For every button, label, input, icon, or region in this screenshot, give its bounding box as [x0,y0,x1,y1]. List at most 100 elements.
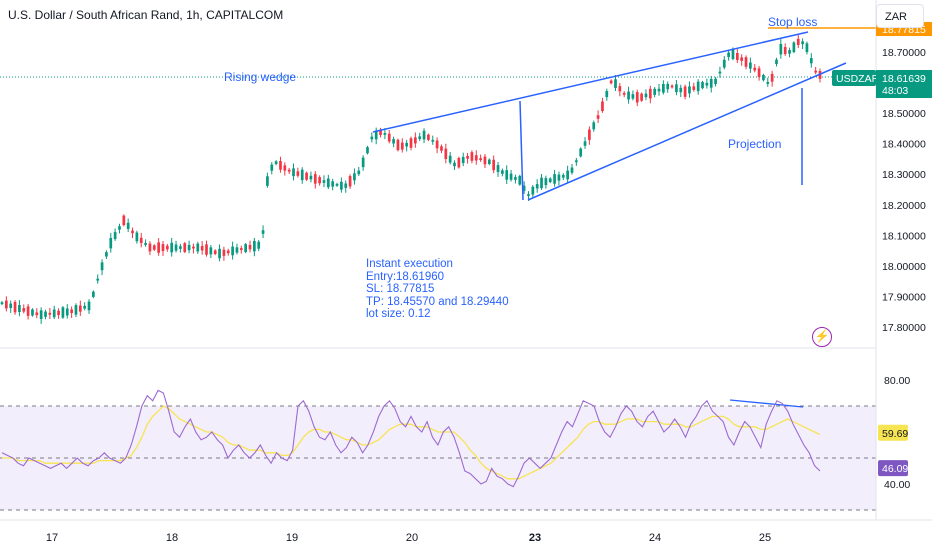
price-tick-label: 18.20000 [882,200,926,212]
candle-body [39,310,43,319]
candle-body [588,129,591,140]
candle-body [400,142,404,150]
symbol-tag-bg[interactable] [832,70,876,86]
candle-body [483,156,487,165]
candle-body [18,305,21,312]
candle-body [766,81,770,84]
candle-body [583,141,587,146]
candle-body [614,79,617,88]
candle-body [775,59,778,65]
wedge-lower-line[interactable] [527,62,847,201]
candle-body [405,142,408,147]
candle-body [579,148,583,157]
candle-body [313,174,317,184]
candle-body [13,301,17,313]
candle-body [762,74,765,81]
rsi-divergence-line[interactable] [729,399,804,408]
candle-body [370,136,374,140]
rsi-ma-line [2,405,821,480]
trade-note-line: TP: 18.45570 and 18.29440 [366,295,509,308]
candle-body [344,183,348,188]
candle-body [44,311,47,317]
candle-body [300,169,304,181]
trade-note-line: SL: 18.77815 [366,283,435,296]
flash-icon[interactable]: ⚡ [812,327,832,347]
candle-body [87,301,91,311]
candle-body [796,38,800,45]
candle-body [279,161,282,170]
candle-body [353,173,356,181]
candle-body [374,130,378,140]
countdown-label: 48:03 [882,85,908,97]
rsi-band-fill [0,405,876,511]
currency-button[interactable]: ZAR [876,4,924,28]
candle-body [657,88,661,92]
candle-body [470,152,474,161]
candle-body [161,244,165,252]
candle-body [9,303,13,309]
candle-body [670,85,674,88]
symbol-tag-label[interactable]: USDZAR [836,73,880,85]
price-axis[interactable]: 18.7000018.6000018.5000018.4000018.30000… [832,0,932,550]
candle-body [727,52,730,57]
wedge-upper-line[interactable] [372,31,809,133]
trade-note-line: Entry:18.61960 [366,270,445,283]
candle-body [244,244,248,252]
candle-body [566,170,569,180]
stop-loss-label[interactable]: Stop loss [768,15,818,29]
candle-body [296,171,300,176]
candle-body [83,305,87,309]
projection-label[interactable]: Projection [728,137,782,151]
rising-wedge-label[interactable]: Rising wedge [224,70,297,84]
candle-body [535,184,539,189]
time-tick-label: 20 [406,532,418,544]
time-axis[interactable]: 17 18 19 20 23 24 25 [0,519,932,544]
candle-body [348,176,352,187]
candle-body [257,241,261,249]
candle-body [231,246,234,256]
candle-body [501,170,504,174]
candle-body [557,174,561,181]
trade-note[interactable]: Instant execution Entry:18.61960 SL: 18.… [366,258,509,321]
candle-body [492,159,496,171]
candle-body [757,68,761,77]
candle-body [509,173,513,180]
candle-body [496,165,500,173]
candle-body [144,243,147,245]
candle-body [814,70,817,73]
candle-body [65,308,69,316]
candle-body [574,160,578,163]
candle-body [753,67,757,71]
wedge-height-line[interactable] [519,100,524,201]
candle-body [553,174,556,184]
candle-body [235,247,239,253]
candle-body [444,148,448,160]
chart-title: U.S. Dollar / South African Rand, 1h, CA… [8,8,284,22]
time-tick-label: 23 [529,532,541,544]
candle-body [74,305,78,315]
candle-body [735,52,739,60]
candle-body [809,58,813,64]
candle-body [570,167,574,173]
rsi-tick-label: 80.00 [884,375,910,387]
candle-body [644,93,648,98]
candle-body [749,62,752,69]
candle-body [409,138,413,148]
candle-body [692,86,696,90]
candle-body [544,178,548,186]
candle-body [270,164,274,171]
candle-body [283,165,287,171]
candle-body [209,247,213,255]
candle-body [105,252,108,257]
candle-body [31,309,34,316]
candle-body [113,232,117,240]
candle-body [683,86,687,97]
trade-note-line: lot size: 0.12 [366,308,431,321]
candle-body [248,244,252,250]
drawings[interactable] [372,31,847,408]
candle-body [696,81,700,92]
candle-body [605,91,609,98]
candle-body [527,194,530,197]
candle-body [709,78,713,88]
